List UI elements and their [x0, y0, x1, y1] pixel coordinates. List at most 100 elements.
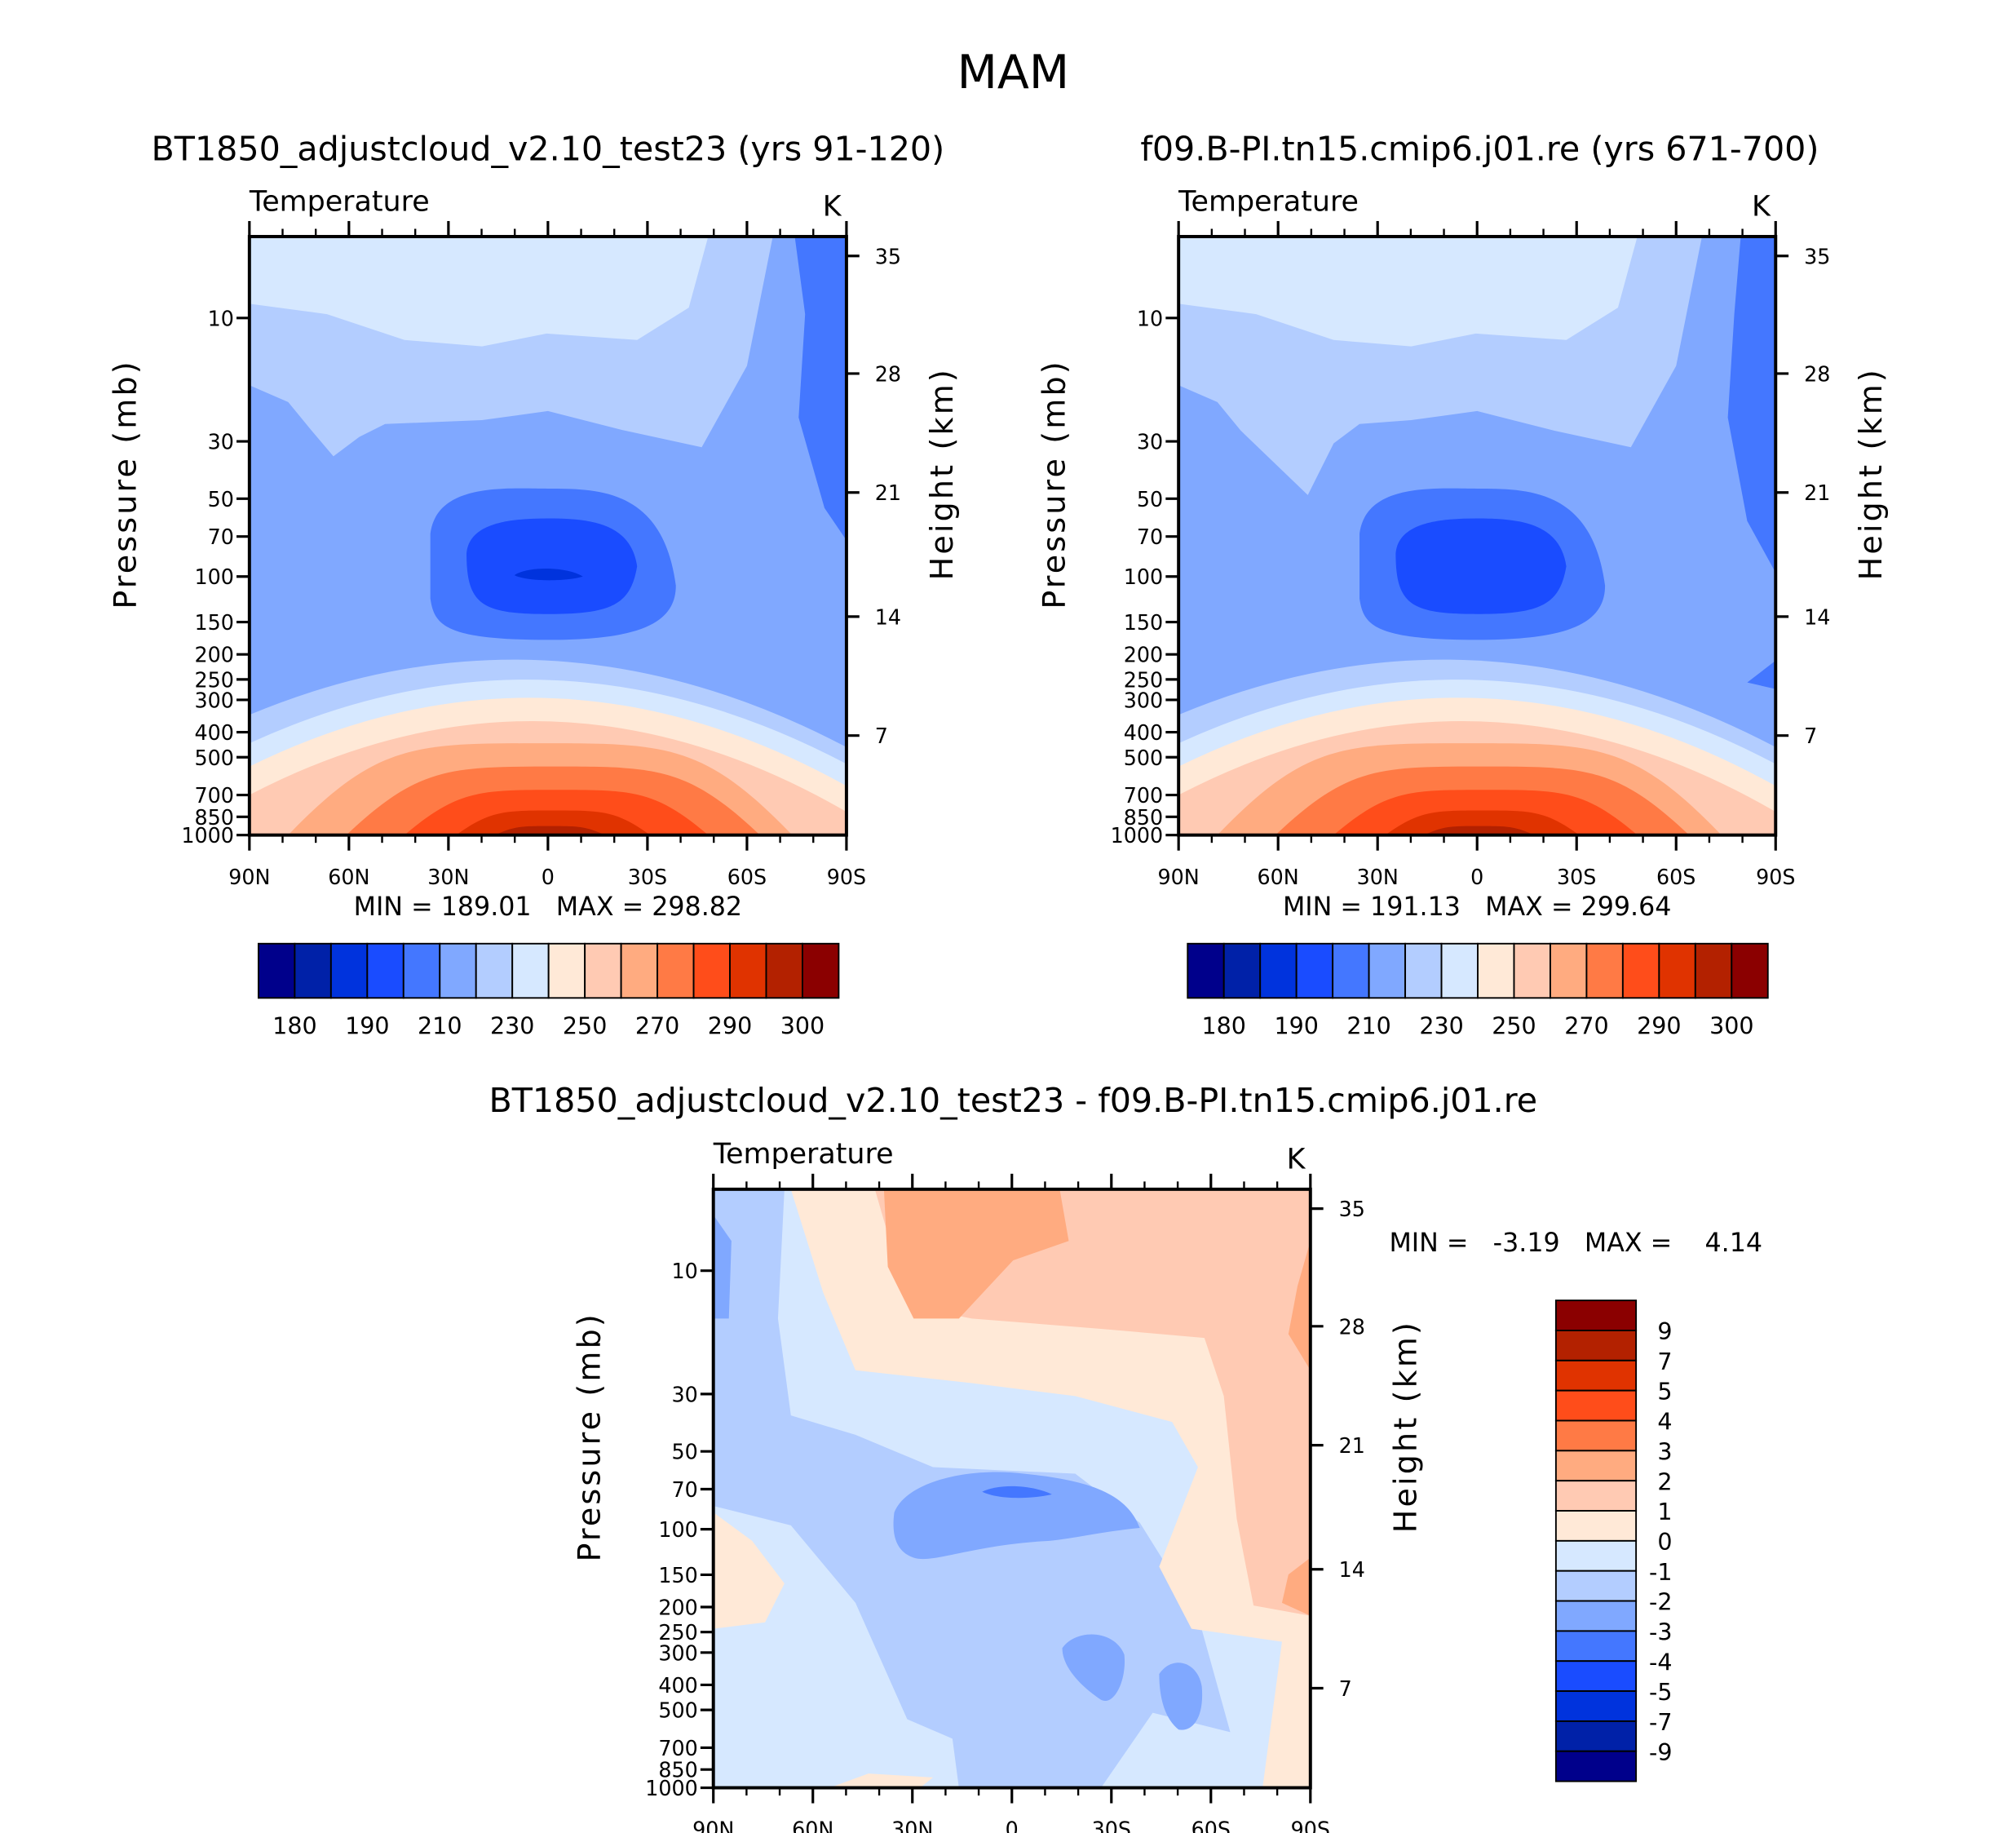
- colorbar-swatch: [1554, 1359, 1638, 1392]
- colorbar-swatch: [729, 942, 767, 999]
- colorbar-swatch: [1658, 942, 1696, 999]
- contour-band: [713, 1215, 732, 1319]
- contour-band: [982, 1485, 1052, 1499]
- right-y-axis-label: Height (km): [1853, 367, 1889, 580]
- y-tick-label: 30: [208, 430, 234, 454]
- colorbar-label: 230: [490, 1013, 534, 1040]
- colorbar-label: 180: [1202, 1013, 1246, 1040]
- contour-band: [1159, 1663, 1203, 1730]
- x-tick-label: 60S: [1191, 1818, 1231, 1833]
- colorbar-label: 4: [1657, 1409, 1672, 1436]
- colorbar-swatch: [1554, 1600, 1638, 1632]
- x-tick-label: 60N: [1258, 865, 1299, 889]
- colorbar-swatch: [294, 942, 332, 999]
- colorbar-swatch: [692, 942, 731, 999]
- colorbar-swatch: [439, 942, 477, 999]
- colorbar-swatch: [801, 942, 840, 999]
- contour-fill: [1178, 236, 1776, 835]
- colorbar-swatch: [1332, 942, 1370, 999]
- colorbar-swatch: [511, 942, 550, 999]
- colorbar-label: 290: [1637, 1013, 1681, 1040]
- right-y-axis-label: Height (km): [924, 367, 960, 580]
- contour-band: [794, 236, 847, 541]
- x-tick-label: 60N: [792, 1818, 833, 1833]
- x-tick-label: 0: [1006, 1818, 1019, 1833]
- colorbar-swatch: [1554, 1570, 1638, 1602]
- min-max-stats: MIN = 189.01 MAX = 298.82: [354, 892, 742, 922]
- contour-band: [829, 1773, 934, 1788]
- y-tick-label: 250: [194, 667, 233, 692]
- colorbar-swatch: [1731, 942, 1769, 999]
- right-y-tick-label: 35: [1339, 1197, 1365, 1221]
- y-tick-label: 1000: [181, 823, 234, 848]
- y-tick-label: 400: [658, 1673, 697, 1698]
- colorbar-swatch: [1259, 942, 1298, 999]
- colorbar-label: 290: [708, 1013, 752, 1040]
- colorbar-swatch: [1585, 942, 1624, 999]
- right-y-tick-label: 28: [875, 361, 901, 386]
- min-max-stats: MIN = -3.19 MAX = 4.14: [1389, 1229, 1762, 1258]
- y-tick-label: 50: [1137, 487, 1163, 511]
- min-max-stats: MIN = 191.13 MAX = 299.64: [1283, 892, 1671, 922]
- colorbar-swatch: [1554, 1539, 1638, 1572]
- right-y-tick-label: 14: [1804, 604, 1830, 629]
- contour-band: [893, 1472, 1140, 1560]
- right-y-tick-label: 14: [1339, 1557, 1365, 1582]
- colorbar-label: 270: [635, 1013, 679, 1040]
- panel-difference: 90N 60N 30N 0 30S 60S 90S103050701001502002503…: [571, 1138, 1423, 1833]
- y-tick-label: 850: [194, 805, 233, 830]
- colorbar-label: 210: [1346, 1013, 1390, 1040]
- contour-band: [883, 1189, 1069, 1319]
- colorbar-swatch: [1477, 942, 1515, 999]
- y-tick-label: 850: [658, 1758, 697, 1782]
- y-tick-label: 500: [658, 1698, 697, 1723]
- colorbar-swatch: [1368, 942, 1407, 999]
- y-tick-label: 250: [1124, 667, 1163, 692]
- y-tick-label: 300: [1124, 688, 1163, 712]
- y-tick-label: 1000: [645, 1776, 698, 1800]
- x-tick-label: 30N: [1357, 865, 1399, 889]
- right-y-tick-label: 14: [875, 604, 901, 629]
- colorbar-swatch: [1222, 942, 1262, 999]
- y-tick-label: 70: [1137, 525, 1163, 549]
- x-tick-label: 30S: [628, 865, 667, 889]
- x-tick-label: 60S: [1656, 865, 1695, 889]
- colorbar-swatch: [765, 942, 803, 999]
- colorbar-swatch: [584, 942, 622, 999]
- contour-band: [1062, 1634, 1125, 1702]
- variable-label: Temperature: [1178, 185, 1359, 218]
- colorbar-swatch: [620, 942, 659, 999]
- panel-control: 90N 60N 30N 0 30S 60S 90S103050701001502002503…: [1037, 185, 1889, 889]
- right-y-tick-label: 35: [1804, 244, 1830, 268]
- colorbar-swatch: [1554, 1630, 1638, 1663]
- colorbar-swatch: [1554, 1720, 1638, 1752]
- y-tick-label: 1000: [1111, 823, 1163, 848]
- colorbar-swatch: [1554, 1480, 1638, 1512]
- units-label: K: [1752, 191, 1771, 224]
- y-tick-label: 50: [208, 487, 234, 511]
- x-tick-label: 30N: [891, 1818, 933, 1833]
- y-tick-label: 150: [658, 1563, 697, 1587]
- colorbar-swatch: [1549, 942, 1588, 999]
- x-tick-label: 90N: [1158, 865, 1200, 889]
- colorbar-swatch: [1554, 1330, 1638, 1361]
- contour-band: [1281, 1557, 1311, 1616]
- y-tick-label: 500: [1124, 746, 1163, 770]
- y-tick-label: 300: [194, 688, 233, 712]
- x-tick-label: 90S: [1756, 865, 1795, 889]
- colorbar-label: 3: [1657, 1438, 1672, 1465]
- panel-test: 90N 60N 30N 0 30S 60S 90S103050701001502002503…: [107, 185, 959, 889]
- y-tick-label: 400: [194, 720, 233, 745]
- right-y-tick-label: 7: [875, 724, 888, 748]
- y-tick-label: 100: [1124, 565, 1163, 589]
- x-tick-label: 30S: [1092, 1818, 1131, 1833]
- colorbar-label: 5: [1657, 1379, 1672, 1406]
- y-axis-label: Pressure (mb): [571, 1312, 607, 1561]
- y-tick-label: 30: [671, 1382, 697, 1406]
- y-tick-label: 70: [208, 525, 234, 549]
- y-tick-label: 150: [194, 610, 233, 635]
- colorbar-swatch: [1554, 1419, 1638, 1452]
- colorbar-swatch: [1440, 942, 1479, 999]
- colorbar-label: 210: [418, 1013, 462, 1040]
- figure-title: MAM: [957, 46, 1069, 100]
